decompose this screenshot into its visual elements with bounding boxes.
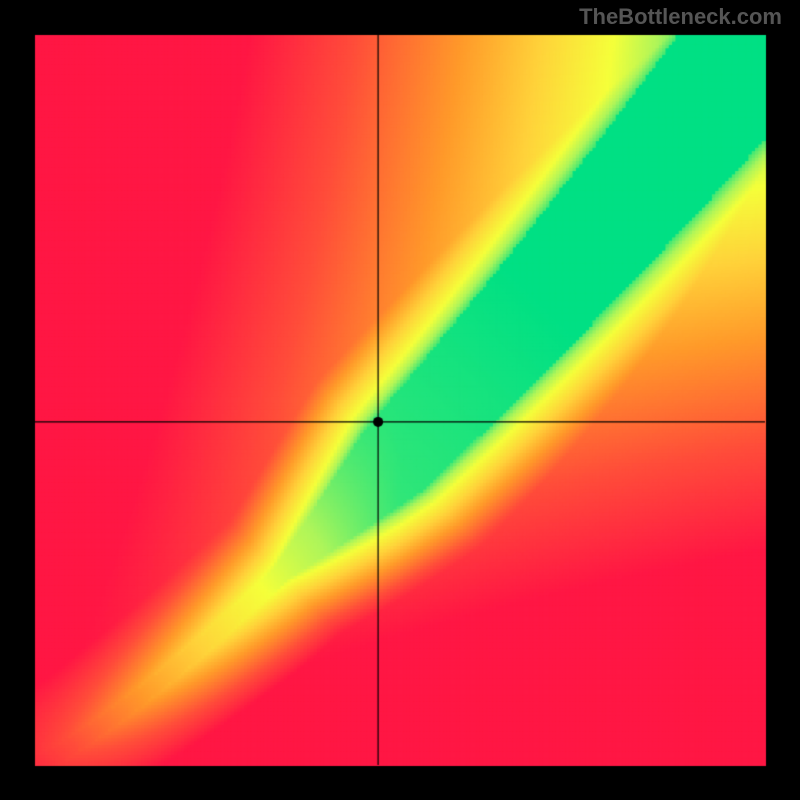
- heatmap-canvas: [0, 0, 800, 800]
- watermark-label: TheBottleneck.com: [579, 4, 782, 30]
- chart-container: TheBottleneck.com: [0, 0, 800, 800]
